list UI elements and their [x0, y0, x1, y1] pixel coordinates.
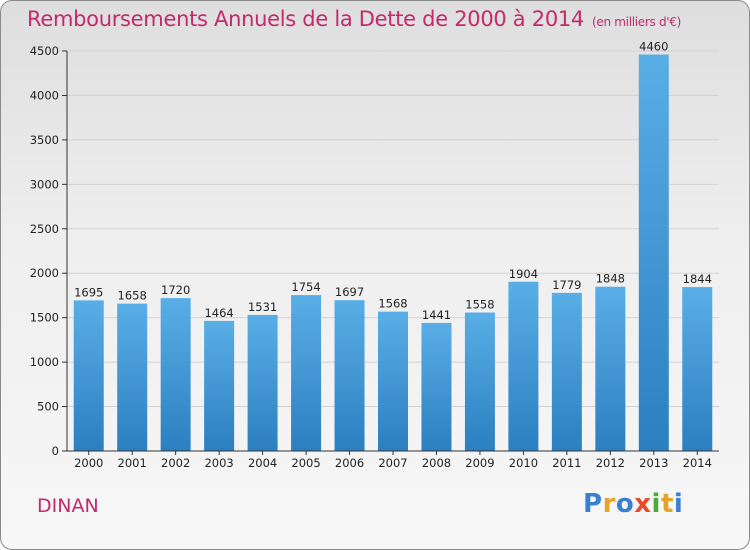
- logo-letter: t: [660, 489, 674, 519]
- y-tick-label: 4000: [30, 88, 59, 102]
- x-tick-label: 2011: [552, 456, 581, 470]
- data-label: 1720: [161, 283, 190, 297]
- data-label: 1531: [248, 300, 277, 314]
- bar-2008[interactable]: [421, 322, 452, 451]
- y-tick-label: 3500: [30, 133, 59, 147]
- bar-2005[interactable]: [291, 295, 322, 451]
- logo-letter: r: [602, 489, 616, 519]
- y-tick-label: 500: [37, 400, 59, 414]
- axes: [62, 50, 719, 455]
- data-label: 1754: [291, 280, 320, 294]
- data-label: 1658: [118, 289, 147, 303]
- x-tick-label: 2003: [204, 456, 233, 470]
- y-tick-label: 1000: [30, 355, 59, 369]
- y-tick-label: 3000: [30, 177, 59, 191]
- x-tick-label: 2013: [639, 456, 668, 470]
- bar-2000[interactable]: [73, 300, 104, 451]
- bar-2003[interactable]: [204, 320, 235, 451]
- y-tick-label: 2500: [30, 222, 59, 236]
- x-tick-label: 2000: [74, 456, 103, 470]
- x-tick-label: 2009: [465, 456, 494, 470]
- proxiti-logo[interactable]: Proxiti: [583, 489, 683, 519]
- bar-2004[interactable]: [247, 314, 278, 451]
- x-tick-label: 2008: [422, 456, 451, 470]
- x-tick-label: 2006: [335, 456, 364, 470]
- x-tick-label: 2005: [291, 456, 320, 470]
- y-tick-label: 4500: [30, 44, 59, 58]
- data-label: 1697: [335, 285, 364, 299]
- data-label: 1848: [596, 272, 625, 286]
- chart-title: Remboursements Annuels de la Dette de 20…: [27, 7, 584, 31]
- bar-2013[interactable]: [638, 54, 669, 452]
- bars: [73, 54, 713, 452]
- data-label: 4460: [639, 40, 668, 54]
- labels: 0 500 1000 1500 2000 2500 3000 3500 4000 4500 2000…: [30, 40, 712, 470]
- chart-subtitle: (en milliers d'€): [592, 15, 682, 29]
- bar-2011[interactable]: [551, 292, 582, 451]
- x-tick-label: 2002: [161, 456, 190, 470]
- logo-letter: P: [583, 489, 603, 519]
- y-tick-label: 0: [52, 444, 59, 458]
- x-tick-label: 2007: [378, 456, 407, 470]
- data-label: 1779: [552, 278, 581, 292]
- bar-2002[interactable]: [160, 298, 191, 451]
- data-label: 1844: [683, 272, 712, 286]
- x-tick-label: 2010: [509, 456, 538, 470]
- logo-letter: o: [615, 489, 635, 519]
- chart-title-block: Remboursements Annuels de la Dette de 20…: [27, 7, 681, 31]
- x-tick-label: 2014: [683, 456, 712, 470]
- x-tick-label: 2004: [248, 456, 277, 470]
- logo-letter: x: [634, 489, 652, 519]
- logo-letter: i: [651, 489, 661, 519]
- bar-2001[interactable]: [117, 303, 148, 451]
- y-tick-label: 1500: [30, 311, 59, 325]
- bar-2010[interactable]: [508, 281, 539, 451]
- data-label: 1558: [465, 298, 494, 312]
- bar-2007[interactable]: [378, 311, 408, 451]
- city-name: DINAN: [37, 495, 99, 517]
- data-label: 1464: [204, 306, 233, 320]
- x-tick-label: 2001: [118, 456, 147, 470]
- x-tick-label: 2012: [596, 456, 625, 470]
- data-label: 1568: [378, 297, 407, 311]
- data-label: 1441: [422, 308, 451, 322]
- data-label: 1695: [74, 285, 103, 299]
- logo-letter: i: [673, 489, 684, 519]
- bar-2006[interactable]: [334, 300, 365, 451]
- y-tick-label: 2000: [30, 266, 59, 280]
- bar-2012[interactable]: [595, 286, 626, 451]
- bar-2009[interactable]: [464, 312, 495, 451]
- data-label: 1904: [509, 267, 538, 281]
- bar-2014[interactable]: [682, 287, 713, 451]
